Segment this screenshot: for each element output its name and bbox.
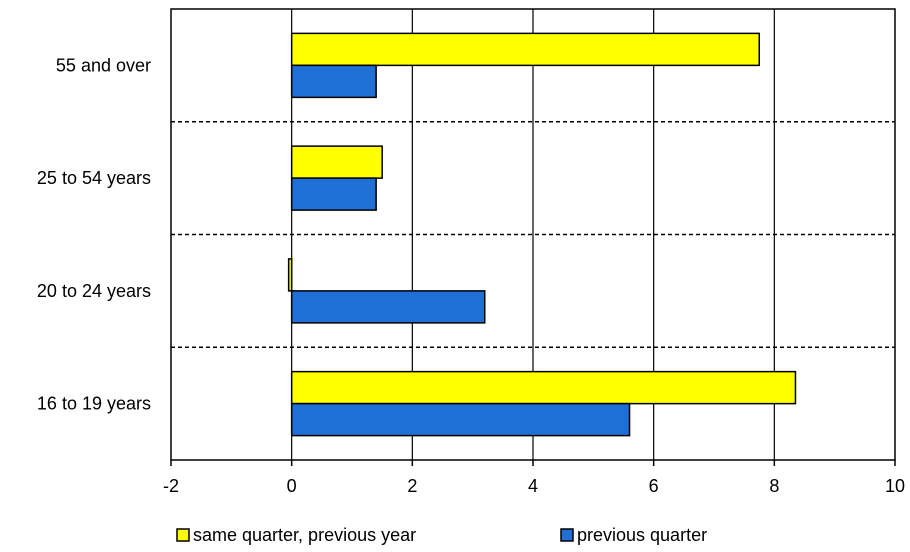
legend-swatch-previous-quarter [560, 528, 574, 542]
legend-swatch-same-quarter [176, 528, 190, 542]
x-tick-label: 2 [407, 476, 417, 496]
bar-same-quarter [287, 258, 293, 292]
legend-label-previous-quarter: previous quarter [577, 525, 707, 545]
bar-same-quarter [290, 370, 797, 405]
bar-previous-quarter [290, 290, 486, 324]
grid-layer [171, 9, 895, 460]
bar-previous-quarter [290, 402, 631, 437]
x-tick-label: 8 [769, 476, 779, 496]
legend-label-same-quarter: same quarter, previous year [193, 525, 416, 545]
legend: same quarter, previous year previous qua… [176, 525, 707, 545]
bar-same-quarter [290, 32, 760, 67]
category-label: 16 to 19 years [37, 394, 151, 414]
bar-previous-quarter [290, 64, 377, 99]
category-label: 25 to 54 years [37, 168, 151, 188]
bars-layer [287, 32, 797, 437]
x-tick-label: -2 [163, 476, 179, 496]
bar-same-quarter [290, 145, 383, 179]
bar-previous-quarter [290, 177, 377, 211]
axis-layer: 16 to 19 years 20 to 24 years 25 to 54 yea… [37, 8, 905, 496]
x-tick-label: 10 [885, 476, 905, 496]
x-tick-label: 0 [287, 476, 297, 496]
x-tick-label: 4 [528, 476, 538, 496]
category-label: 55 and over [56, 55, 151, 75]
category-label: 20 to 24 years [37, 281, 151, 301]
x-tick-label: 6 [649, 476, 659, 496]
